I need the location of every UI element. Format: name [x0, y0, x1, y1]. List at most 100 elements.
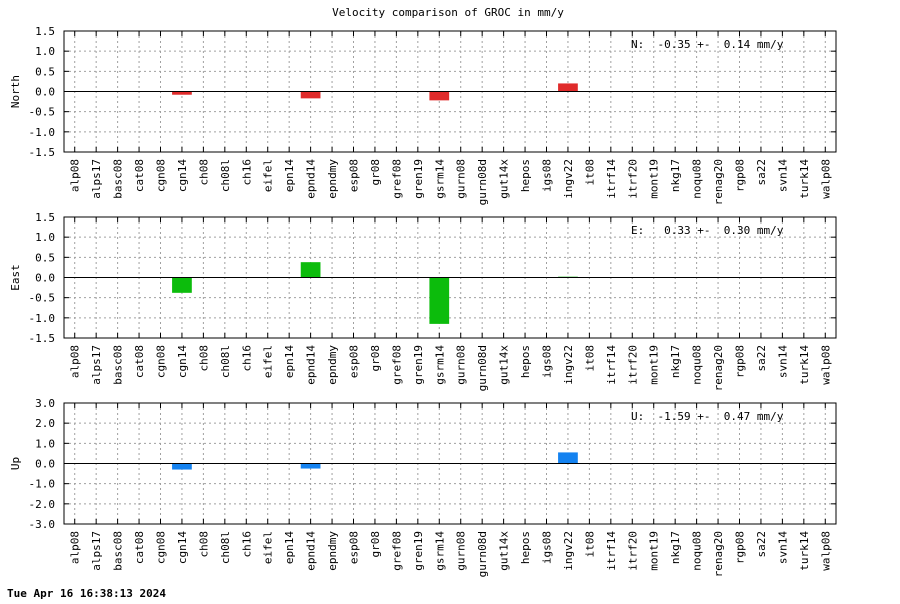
x-tick-label: svn14 — [776, 345, 789, 378]
x-tick-label: renag20 — [712, 159, 725, 205]
y-tick-label: -3.0 — [29, 518, 56, 531]
x-tick-label: alp08 — [69, 345, 82, 378]
x-tick-label: igs08 — [541, 345, 554, 378]
y-tick-label: -1.0 — [29, 478, 56, 491]
x-tick-label: ingv22 — [562, 345, 575, 385]
y-tick-label: 1.0 — [35, 45, 55, 58]
x-tick-label: esp08 — [348, 159, 361, 192]
x-tick-label: gurn08 — [455, 345, 468, 385]
x-tick-label: epndmy — [326, 345, 339, 385]
x-tick-label: ch16 — [240, 345, 253, 372]
x-tick-label: itrf20 — [626, 531, 639, 571]
x-tick-label: igs08 — [541, 159, 554, 192]
y-tick-label: 3.0 — [35, 397, 55, 410]
x-tick-label: ch08 — [197, 531, 210, 558]
panel-annotation: N: -0.35 +- 0.14 mm/y — [631, 38, 784, 51]
x-tick-label: noqu08 — [691, 159, 704, 199]
x-tick-label: cat08 — [133, 345, 146, 378]
x-tick-label: mont19 — [648, 531, 661, 571]
timestamp: Tue Apr 16 16:38:13 2024 — [7, 587, 166, 600]
bar-cgn14 — [172, 277, 192, 293]
plot-frame — [63, 402, 837, 525]
y-axis-label: North — [9, 75, 22, 108]
y-tick-label: -2.0 — [29, 498, 56, 511]
x-tick-label: it08 — [583, 159, 596, 186]
y-axis-label: East — [9, 264, 22, 291]
x-tick-label: itrf14 — [605, 345, 618, 385]
x-tick-label: esp08 — [348, 345, 361, 378]
x-tick-label: gr08 — [369, 159, 382, 186]
x-tick-label: nkg17 — [669, 159, 682, 192]
x-tick-label: alp08 — [69, 531, 82, 564]
x-tick-label: it08 — [583, 345, 596, 372]
x-tick-label: gut14x — [498, 159, 511, 199]
bar-cgn14 — [172, 91, 192, 95]
x-tick-label: hepos — [519, 345, 532, 378]
bar-gsrm14 — [429, 91, 450, 101]
y-tick-label: -0.5 — [29, 292, 56, 305]
x-tick-label: epnd14 — [305, 159, 318, 199]
x-tick-label: mont19 — [648, 345, 661, 385]
x-tick-label: cgn08 — [155, 531, 168, 564]
chart-title: Velocity comparison of GROC in mm/y — [332, 6, 564, 19]
x-tick-label: gsrm14 — [433, 345, 446, 385]
y-tick-label: 2.0 — [35, 417, 55, 430]
x-tick-label: epn14 — [283, 345, 296, 378]
x-tick-label: cgn14 — [176, 531, 189, 564]
y-tick-label: -1.0 — [29, 126, 56, 139]
x-tick-label: hepos — [519, 531, 532, 564]
chart-panels: -1.5 -1.0 -0.5 0.0 0.5 1.0 1.5 alp08 alps17 basc0… — [9, 25, 837, 577]
x-tick-label: gren19 — [412, 531, 425, 571]
plot-frame — [63, 216, 837, 339]
x-tick-label: itrf14 — [605, 159, 618, 199]
x-tick-label: walp08 — [819, 159, 832, 199]
x-tick-label: eifel — [262, 345, 275, 378]
plot-frame — [63, 30, 837, 153]
x-tick-label: eifel — [262, 159, 275, 192]
x-tick-label: hepos — [519, 159, 532, 192]
bar-epnd14 — [300, 463, 321, 469]
x-tick-label: rgp08 — [734, 345, 747, 378]
x-tick-label: gref08 — [390, 345, 403, 385]
y-tick-label: 1.0 — [35, 231, 55, 244]
x-tick-label: esp08 — [348, 531, 361, 564]
x-tick-label: gurn08 — [455, 531, 468, 571]
x-tick-label: gurn08d — [476, 345, 489, 391]
x-tick-label: epndmy — [326, 159, 339, 199]
bar-ingv22 — [558, 83, 578, 92]
x-tick-label: alps17 — [90, 345, 103, 385]
x-tick-label: sa22 — [755, 345, 768, 372]
x-tick-label: ch08l — [219, 159, 232, 192]
y-tick-label: 1.0 — [35, 437, 55, 450]
x-tick-label: epndmy — [326, 531, 339, 571]
x-tick-label: gsrm14 — [433, 159, 446, 199]
x-tick-label: gurn08d — [476, 531, 489, 577]
x-tick-label: gurn08d — [476, 159, 489, 205]
x-tick-label: basc08 — [112, 531, 125, 571]
x-tick-label: ingv22 — [562, 531, 575, 571]
bar-gsrm14 — [429, 277, 450, 324]
x-tick-label: cgn08 — [155, 345, 168, 378]
x-tick-label: itrf20 — [626, 159, 639, 199]
panel-annotation: E: 0.33 +- 0.30 mm/y — [631, 224, 784, 237]
x-tick-label: epn14 — [283, 531, 296, 564]
panel-annotation: U: -1.59 +- 0.47 mm/y — [631, 410, 784, 423]
x-tick-label: ch08l — [219, 531, 232, 564]
y-tick-label: 0.5 — [35, 65, 55, 78]
x-tick-label: ch08 — [197, 159, 210, 186]
y-tick-label: 0.5 — [35, 251, 55, 264]
x-tick-label: renag20 — [712, 345, 725, 391]
x-tick-label: mont19 — [648, 159, 661, 199]
x-tick-label: basc08 — [112, 159, 125, 199]
x-tick-label: noqu08 — [691, 345, 704, 385]
x-tick-label: igs08 — [541, 531, 554, 564]
y-tick-label: -1.0 — [29, 312, 56, 325]
x-tick-label: rgp08 — [734, 159, 747, 192]
x-tick-label: turk14 — [798, 159, 811, 199]
x-tick-label: it08 — [583, 531, 596, 558]
bar-epnd14 — [300, 91, 321, 99]
x-tick-label: svn14 — [776, 531, 789, 564]
x-tick-label: ingv22 — [562, 159, 575, 199]
x-tick-label: nkg17 — [669, 345, 682, 378]
